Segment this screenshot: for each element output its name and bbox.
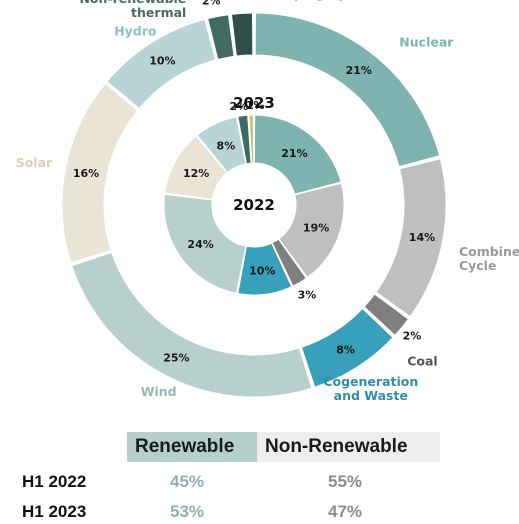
category-label-cogeneration-and-waste: Cogeneration and Waste (323, 374, 418, 403)
outer_ring-value-label-coal: 2% (403, 330, 422, 343)
category-label-nuclear: Nuclear (399, 34, 454, 49)
outer_ring-segment-non-renewable-thermal (207, 14, 235, 61)
category-label-coal: Coal (407, 353, 437, 368)
non-renewable-h1-2022: 55% (328, 472, 363, 491)
outer_ring-segment-coal (363, 293, 410, 337)
outer_ring-value-label-pumping-hydro: 2% (235, 0, 254, 3)
header-renewable: Renewable (127, 432, 257, 462)
outer_ring-value-label-non-renewable-thermal: 2% (202, 0, 221, 7)
header-non-renewable: Non-Renewable (257, 432, 440, 462)
outer_ring-segment-nuclear (254, 12, 441, 168)
renewable-h1-2023: 53% (170, 502, 205, 521)
outer_ring-value-label-hydro: 10% (149, 55, 175, 68)
category-label-hydro: Hydro (114, 24, 157, 39)
renewable-summary-table: Renewable Non-Renewable H1 2022 45% 55% … (0, 428, 519, 524)
category-label-wind: Wind (141, 384, 177, 399)
outer_ring-segment-wind (71, 251, 313, 398)
category-label-pumping-hydro: Pumping hydro (263, 0, 371, 1)
outer-ring-value-labels: 21% 14% 2% 8% 25% 16% 10% 2% 2% (73, 0, 435, 364)
outer_ring-segment-cogeneration-and-waste (300, 307, 394, 388)
outer_ring-segment-combined-cycle (375, 158, 447, 318)
outer_ring-value-label-wind: 25% (163, 351, 189, 364)
inner_ring-value-label-solar: 12% (183, 167, 209, 180)
outer_ring-value-label-solar: 16% (73, 167, 99, 180)
inner_ring-value-label-coal: 3% (298, 289, 317, 302)
outer-ring-title: 2023 (233, 94, 275, 112)
category-label-combined-cycle: CombinedCycle (459, 244, 519, 273)
inner_ring-value-label-cogeneration-and-waste: 10% (249, 264, 275, 277)
outer_ring-segment-solar (61, 83, 139, 264)
inner_ring-segment-coal (271, 238, 308, 287)
outer_ring-segment-pumping-hydro (230, 12, 254, 57)
row-label-h1-2023: H1 2023 (22, 502, 87, 521)
renewable-h1-2022: 45% (170, 472, 205, 491)
outer_ring-segment-hydro (106, 18, 217, 110)
inner_ring-segment-hydro (196, 116, 247, 174)
inner_ring-value-label-non-renewable-thermal: 2% (230, 100, 249, 113)
inner_ring-segment-pumping-hydro (248, 114, 255, 164)
inner_ring-value-label-nuclear: 21% (281, 147, 307, 160)
outer-ring-category-labels: Nuclear CombinedCycle Coal Cogenerationand … (16, 0, 519, 403)
inner_ring-segment-cogeneration-and-waste (237, 242, 293, 296)
outer_ring-value-label-nuclear: 21% (346, 64, 372, 77)
inner_ring-value-label-combined-cycle: 19% (303, 221, 329, 234)
inner-ring-title: 2022 (233, 196, 275, 214)
inner_ring-value-label-wind: 24% (187, 238, 213, 251)
inner_ring-value-label-hydro: 8% (217, 139, 236, 152)
inner_ring-segment-non-renewable-thermal (237, 114, 252, 165)
inner-ring-2022 (163, 114, 345, 296)
generation-mix-donut-chart: 21% 14% 2% 8% 25% 16% 10% 2% 2% 21% 19% 3% 10% 24% 12… (16, 0, 519, 403)
inner_ring-value-label-pumping-hydro: 1% (246, 99, 265, 112)
inner_ring-segment-wind (163, 193, 247, 294)
inner-ring-value-labels: 21% 19% 3% 10% 24% 12% 8% 2%1% (183, 99, 329, 302)
category-label-solar: Solar (16, 155, 53, 170)
outer_ring-value-label-combined-cycle: 14% (409, 231, 435, 244)
row-label-h1-2022: H1 2022 (22, 472, 87, 491)
non-renewable-h1-2023: 47% (328, 502, 363, 521)
outer_ring-value-label-cogeneration-and-waste: 8% (336, 343, 355, 356)
inner_ring-segment-nuclear (253, 114, 342, 195)
inner_ring-segment-combined-cycle (278, 182, 345, 279)
category-label-non-renewable-thermal: Non-renewablethermal (79, 0, 186, 20)
outer-ring-2023 (61, 12, 447, 398)
inner_ring-segment-solar (164, 135, 228, 200)
